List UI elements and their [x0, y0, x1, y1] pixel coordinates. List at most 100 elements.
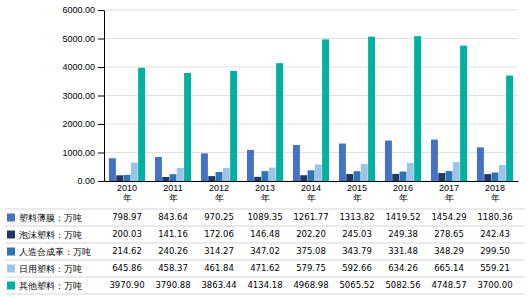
legend-swatch [7, 282, 15, 290]
table-value: 3790.88 [155, 280, 190, 290]
grid-line [104, 10, 518, 11]
y-tick-mark [98, 67, 104, 68]
table-value: 141.16 [158, 229, 188, 239]
x-tick-label-line: 年 [215, 193, 224, 203]
table-value: 4748.57 [431, 280, 466, 290]
bar-series [116, 173, 491, 181]
table-value: 242.43 [480, 229, 510, 239]
y-tick-label: 0.00 [77, 176, 95, 186]
table-value: 798.97 [112, 212, 142, 222]
table-rule [5, 294, 525, 295]
y-tick: 2000.00 [62, 119, 104, 129]
x-tick-label-line: 年 [353, 193, 362, 203]
y-tick-mark [98, 10, 104, 11]
x-tick-label: 2014年 [301, 183, 321, 203]
bar [116, 175, 123, 181]
bar [254, 177, 261, 181]
legend-label: 人造合成革：万吨 [19, 247, 91, 257]
table-value: 4134.18 [247, 280, 282, 290]
x-tick: 2014年 [301, 181, 321, 203]
bar [431, 140, 438, 181]
x-tick-label: 2016年 [393, 183, 413, 203]
legend-label: 其他塑料：万吨 [19, 281, 82, 291]
bar [293, 145, 300, 181]
bar [392, 174, 399, 181]
grid-line [104, 152, 518, 153]
table-value: 375.08 [296, 246, 326, 256]
bar [230, 71, 237, 181]
table-rule [5, 243, 525, 244]
y-tick: 0.00 [77, 176, 104, 186]
grid-line [104, 67, 518, 68]
x-tick-label-line: 2013 [255, 183, 275, 193]
bar [269, 168, 276, 181]
x-tick-label: 2017年 [439, 183, 459, 203]
bar [170, 174, 177, 181]
table-value: 3970.90 [109, 280, 144, 290]
legend-swatch [7, 248, 15, 256]
legend-swatch [7, 265, 15, 273]
plot: 0.001000.002000.003000.004000.005000.006… [62, 5, 518, 203]
grid-line [104, 38, 518, 39]
table-rule [5, 209, 525, 210]
table-value: 146.48 [250, 229, 280, 239]
bar [276, 63, 283, 181]
bar [506, 76, 513, 181]
x-tick: 2016年 [393, 181, 413, 203]
bar [201, 153, 208, 181]
table-value: 299.50 [480, 246, 510, 256]
table-value: 461.84 [204, 263, 234, 273]
bar [208, 176, 215, 181]
legend-label: 泡沫塑料：万吨 [19, 230, 82, 240]
y-tick-mark [98, 181, 104, 182]
table-value: 4968.98 [293, 280, 328, 290]
x-tick-label-line: 年 [491, 193, 500, 203]
table-value: 5065.52 [339, 280, 374, 290]
table-value: 1313.82 [339, 212, 374, 222]
y-tick: 1000.00 [62, 148, 104, 158]
bar-series [109, 140, 484, 181]
table-value: 214.62 [112, 246, 142, 256]
x-tick-label: 2012年 [209, 183, 229, 203]
x-tick: 2015年 [347, 181, 367, 203]
bar [414, 36, 421, 181]
x-tick: 2011年 [163, 181, 182, 203]
bar [385, 141, 392, 181]
table-value: 645.86 [112, 263, 142, 273]
x-tick-label: 2018年 [485, 183, 505, 203]
table-value: 665.14 [434, 263, 464, 273]
bar [315, 164, 322, 181]
x-tick-label-line: 年 [445, 193, 454, 203]
x-tick-label-line: 2011 [163, 183, 182, 193]
table-value: 471.62 [250, 263, 280, 273]
y-tick-mark [98, 96, 104, 97]
bar [322, 39, 329, 181]
x-tick-label-line: 2010 [117, 183, 137, 193]
x-tick-label: 2013年 [255, 183, 275, 203]
table-value: 202.20 [296, 229, 326, 239]
x-tick-label-line: 年 [123, 193, 132, 203]
legend-row: 日用塑料：万吨645.86458.37461.84471.62579.75592… [7, 263, 510, 273]
x-tick: 2013年 [255, 181, 275, 203]
x-tick-label-line: 2015 [347, 183, 367, 193]
x-tick: 2017年 [439, 181, 459, 203]
table-value: 343.79 [342, 246, 372, 256]
chart: 0.001000.002000.003000.004000.005000.006… [0, 0, 530, 298]
bar [223, 168, 230, 181]
table-value: 348.29 [434, 246, 464, 256]
bar [499, 165, 506, 181]
x-tick-label-line: 年 [169, 193, 178, 203]
x-tick-label: 2015年 [347, 183, 367, 203]
bar [453, 162, 460, 181]
table-value: 5082.56 [385, 280, 420, 290]
table-value: 458.37 [158, 263, 188, 273]
x-tick-label-line: 年 [307, 193, 316, 203]
x-tick: 2012年 [209, 181, 229, 203]
table-value: 559.21 [480, 263, 510, 273]
bar [368, 37, 375, 181]
legend-row: 泡沫塑料：万吨200.03141.16172.06146.48202.20245… [7, 229, 510, 239]
bars [109, 36, 513, 181]
y-tick-mark [98, 153, 104, 154]
table-value: 331.48 [388, 246, 418, 256]
legend-swatch [7, 231, 15, 239]
